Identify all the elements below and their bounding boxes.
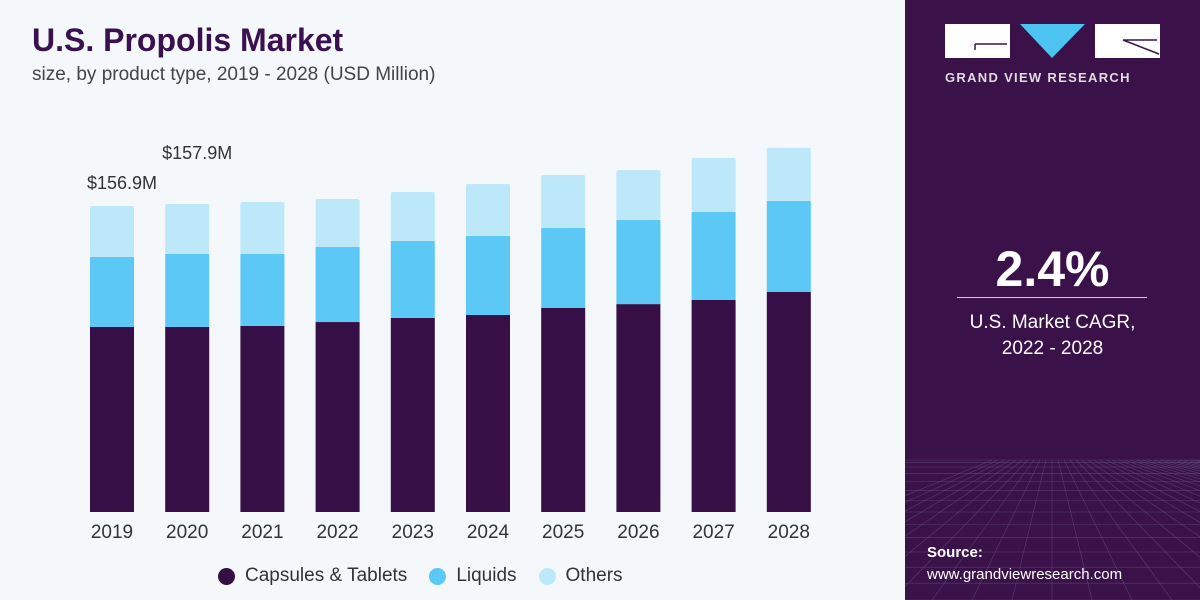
grid-line bbox=[905, 459, 1023, 557]
grid-line bbox=[931, 459, 1035, 600]
bar-others-2028 bbox=[766, 147, 811, 201]
grid-line bbox=[1105, 459, 1200, 504]
cagr-label-line-1: U.S. Market CAGR, bbox=[969, 312, 1136, 333]
bar-capsules-2020 bbox=[165, 326, 210, 512]
divider bbox=[957, 297, 1147, 298]
bar-liquids-2020 bbox=[165, 253, 210, 327]
grid-line bbox=[971, 459, 1041, 600]
bar-capsules-2023 bbox=[390, 317, 435, 512]
bar-capsules-2022 bbox=[315, 322, 360, 512]
grid-line bbox=[905, 459, 993, 497]
x-tick-label: 2019 bbox=[91, 522, 133, 543]
bar-liquids-2022 bbox=[315, 246, 360, 323]
bar-capsules-2027 bbox=[691, 300, 736, 512]
grid-line bbox=[905, 459, 1011, 523]
grid-line bbox=[905, 459, 1005, 512]
grid-line bbox=[905, 459, 1017, 537]
grid-line bbox=[1081, 459, 1200, 558]
bar-others-2019 bbox=[90, 206, 134, 257]
grid-line bbox=[1093, 459, 1200, 523]
cagr-label-line-2: 2022 - 2028 bbox=[1001, 338, 1104, 359]
source-link[interactable]: www.grandviewresearch.com bbox=[927, 566, 1123, 583]
grid-line bbox=[1123, 459, 1200, 487]
legend-swatch bbox=[429, 567, 447, 585]
bar-liquids-2021 bbox=[240, 253, 285, 326]
cagr-value: 2.4% bbox=[995, 241, 1110, 297]
stacked-bar-chart: 2019 2020 2021 2022 2023 2024 2025 2026 2027 2028… bbox=[87, 143, 811, 543]
grid-line bbox=[905, 459, 999, 503]
bar-others-2027 bbox=[691, 158, 736, 213]
x-tick-label: 2027 bbox=[692, 522, 734, 543]
x-tick-label: 2020 bbox=[166, 522, 208, 543]
legend-label: Capsules & Tablets bbox=[245, 565, 408, 586]
decorative-grid bbox=[905, 459, 1200, 600]
bar-liquids-2024 bbox=[466, 236, 510, 316]
bar-capsules-2028 bbox=[766, 292, 811, 512]
bar-others-2026 bbox=[616, 170, 661, 221]
data-label: $157.9M bbox=[162, 143, 232, 163]
bar-liquids-2019 bbox=[90, 256, 134, 327]
legend-item-liquids: Liquids bbox=[429, 565, 517, 587]
bar-capsules-2024 bbox=[466, 315, 510, 512]
legend: Capsules & Tablets Liquids Others bbox=[218, 565, 623, 587]
x-tick-label: 2025 bbox=[542, 522, 584, 543]
bar-others-2024 bbox=[466, 183, 510, 237]
cagr-label: U.S. Market CAGR, 2022 - 2028 bbox=[905, 310, 1200, 362]
grid-line bbox=[905, 459, 1029, 588]
source-label: Source: bbox=[927, 544, 983, 561]
bar-liquids-2026 bbox=[616, 220, 661, 305]
page-title: U.S. Propolis Market bbox=[32, 22, 344, 58]
x-tick-label: 2026 bbox=[617, 522, 659, 543]
legend-item-others: Others bbox=[538, 565, 623, 587]
legend-swatch bbox=[538, 567, 556, 585]
legend-item-capsules: Capsules & Tablets bbox=[218, 565, 407, 587]
bar-capsules-2019 bbox=[90, 326, 134, 512]
bar-others-2025 bbox=[541, 174, 586, 229]
bar-capsules-2021 bbox=[240, 325, 285, 512]
x-tick-label: 2023 bbox=[392, 522, 434, 543]
grand-view-research-logo bbox=[945, 24, 1160, 58]
bar-others-2020 bbox=[165, 204, 210, 254]
bar-others-2023 bbox=[390, 191, 435, 241]
bar-liquids-2027 bbox=[691, 212, 736, 301]
bar-capsules-2026 bbox=[616, 304, 661, 512]
x-tick-label: 2022 bbox=[316, 522, 358, 543]
info-panel: GRAND VIEW RESEARCH 2.4% U.S. Market CAG… bbox=[905, 0, 1200, 600]
grid-line bbox=[1011, 459, 1047, 600]
grid-line bbox=[1099, 459, 1200, 512]
grid-line bbox=[1117, 459, 1200, 492]
x-tick-label: 2028 bbox=[768, 522, 810, 543]
grid-line bbox=[1069, 459, 1173, 600]
chart-area: U.S. Propolis Market size, by product ty… bbox=[32, 22, 811, 587]
legend-label: Liquids bbox=[456, 565, 517, 586]
brand-name: GRAND VIEW RESEARCH bbox=[945, 70, 1131, 85]
grid-line bbox=[1111, 459, 1200, 497]
grid-line bbox=[1063, 459, 1133, 600]
bar-others-2021 bbox=[240, 201, 285, 254]
grid-line bbox=[1087, 459, 1200, 538]
bar-capsules-2025 bbox=[541, 308, 586, 512]
x-tick-label: 2024 bbox=[467, 522, 510, 543]
bar-liquids-2025 bbox=[541, 228, 586, 308]
chart-subtitle: size, by product type, 2019 - 2028 (USD … bbox=[32, 64, 436, 85]
grid-line bbox=[1075, 459, 1200, 589]
bar-liquids-2028 bbox=[766, 200, 811, 293]
bar-others-2022 bbox=[315, 198, 360, 247]
grid-line bbox=[1057, 459, 1093, 600]
data-label: $156.9M bbox=[87, 173, 157, 193]
x-tick-label: 2021 bbox=[241, 522, 283, 543]
legend-swatch bbox=[218, 567, 235, 585]
legend-label: Others bbox=[565, 565, 623, 586]
bar-liquids-2023 bbox=[390, 240, 435, 318]
